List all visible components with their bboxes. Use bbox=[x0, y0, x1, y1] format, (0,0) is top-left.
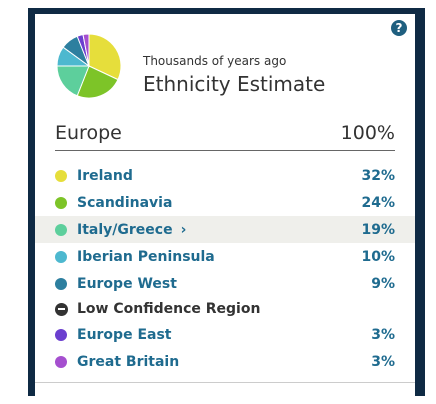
item-percent: 10% bbox=[361, 248, 395, 265]
list-item-europe-west[interactable]: Europe West 9% bbox=[35, 270, 415, 297]
color-dot-icon bbox=[55, 196, 67, 209]
color-dot-icon bbox=[55, 169, 67, 182]
item-label[interactable]: Scandinavia bbox=[77, 194, 173, 211]
list-item-europe-east[interactable]: Europe East 3% bbox=[35, 321, 415, 348]
list-item-italy-greece[interactable]: Italy/Greece › 19% bbox=[35, 216, 415, 243]
color-dot-icon bbox=[55, 250, 67, 263]
subtitle: Thousands of years ago bbox=[143, 54, 287, 68]
pie-slice bbox=[82, 33, 90, 67]
item-label[interactable]: Ireland bbox=[77, 167, 133, 184]
chevron-right-icon[interactable]: › bbox=[180, 221, 187, 238]
color-dot-icon bbox=[55, 223, 67, 236]
item-percent: 24% bbox=[361, 194, 395, 211]
divider bbox=[55, 150, 395, 151]
item-label[interactable]: Great Britain bbox=[77, 353, 180, 370]
item-percent: 32% bbox=[361, 167, 395, 184]
item-percent: 9% bbox=[371, 275, 395, 292]
ethnicity-list: Ireland 32% Scandinavia 24% Italy/Greece… bbox=[35, 162, 415, 375]
item-percent: 3% bbox=[371, 326, 395, 343]
list-item-scandinavia[interactable]: Scandinavia 24% bbox=[35, 189, 415, 216]
section-label: Low Confidence Region bbox=[77, 301, 261, 317]
low-confidence-header: Low Confidence Region bbox=[35, 297, 415, 321]
ethnicity-card: ? Thousands of years ago Ethnicity Estim… bbox=[35, 14, 415, 404]
pie-slice bbox=[56, 65, 90, 97]
region-name: Europe bbox=[55, 122, 122, 144]
list-item-great-britain[interactable]: Great Britain 3% bbox=[35, 348, 415, 375]
item-label[interactable]: Europe East bbox=[77, 326, 172, 343]
region-header: Europe 100% bbox=[55, 122, 395, 144]
list-item-iberian-peninsula[interactable]: Iberian Peninsula 10% bbox=[35, 243, 415, 270]
region-total: 100% bbox=[340, 122, 395, 144]
item-percent: 3% bbox=[371, 353, 395, 370]
pie-slice bbox=[88, 33, 122, 81]
pie-slice bbox=[76, 65, 119, 99]
divider bbox=[35, 382, 415, 383]
color-dot-icon bbox=[55, 277, 67, 290]
minus-circle-icon bbox=[55, 302, 68, 316]
ethnicity-pie-chart bbox=[56, 33, 122, 99]
item-percent: 19% bbox=[361, 221, 395, 238]
item-label[interactable]: Italy/Greece bbox=[77, 221, 173, 238]
color-dot-icon bbox=[55, 355, 67, 368]
help-icon[interactable]: ? bbox=[391, 20, 407, 36]
item-label[interactable]: Iberian Peninsula bbox=[77, 248, 215, 265]
item-label[interactable]: Europe West bbox=[77, 275, 177, 292]
list-item-ireland[interactable]: Ireland 32% bbox=[35, 162, 415, 189]
color-dot-icon bbox=[55, 328, 67, 341]
page-title: Ethnicity Estimate bbox=[143, 72, 326, 96]
